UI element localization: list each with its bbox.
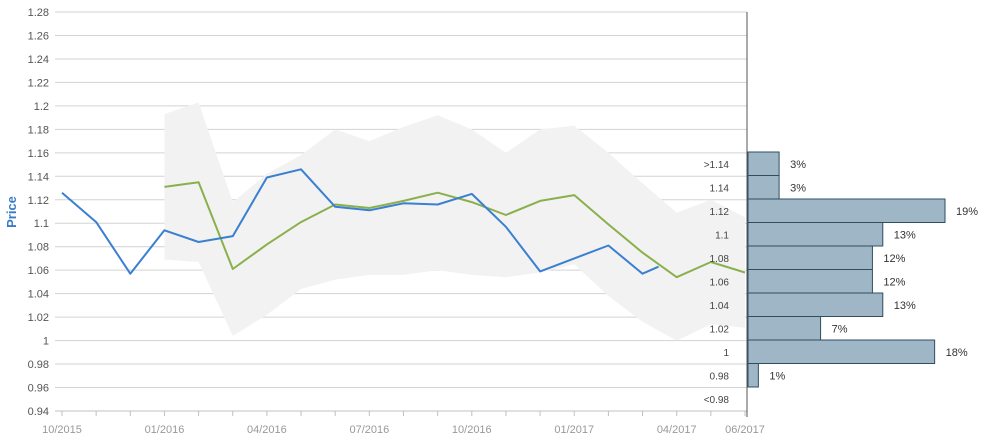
histogram-bar — [747, 175, 780, 200]
x-tick-label: 10/2015 — [42, 424, 82, 436]
y-tick-label: 1.28 — [28, 7, 49, 19]
y-tick-label: 0.96 — [28, 383, 49, 395]
histogram-bucket-label: <0.98 — [704, 395, 730, 406]
histogram-bucket-label: 1.08 — [710, 254, 730, 265]
histogram-percent-label: 12% — [883, 276, 905, 288]
y-tick-label: 1.16 — [28, 148, 49, 160]
y-tick-label: 0.98 — [28, 359, 49, 371]
forecast-series-line — [164, 181, 746, 279]
histogram-bucket-label: >1.14 — [704, 160, 730, 171]
histogram-percent-label: 1% — [769, 370, 785, 382]
histogram-bar — [747, 245, 873, 270]
histogram-bucket-label: 1.14 — [710, 183, 730, 194]
x-tick-label: 01/2016 — [145, 424, 185, 436]
histogram-bar — [747, 316, 822, 341]
actual-series-line — [61, 168, 659, 275]
y-axis-label: Price — [4, 196, 19, 228]
histogram-bar — [747, 151, 780, 176]
histogram-bucket-label: 1.1 — [715, 230, 729, 241]
histogram-percent-label: 19% — [956, 206, 978, 218]
histogram-layer: >1.14 3% 1.14 3% 1.12 19% 1.1 13% 1.08 12% 1.06 12%… — [704, 151, 978, 406]
y-tick-label: 1.14 — [28, 171, 49, 183]
y-tick-label: 1.06 — [28, 265, 49, 277]
histogram-percent-label: 3% — [790, 159, 806, 171]
histogram-bucket-label: 1.12 — [710, 207, 730, 218]
y-tick-label: 1.26 — [28, 30, 49, 42]
histogram-bucket-label: 1.04 — [710, 301, 730, 312]
x-tick-label: 06/2017 — [725, 424, 765, 436]
x-tick-label: 10/2016 — [452, 424, 492, 436]
histogram-percent-label: 3% — [790, 182, 806, 194]
forecast-band-layer — [164, 102, 745, 341]
y-tick-label: 1.24 — [28, 54, 49, 66]
histogram-percent-label: 13% — [894, 229, 916, 241]
histogram-bucket-label: 1.02 — [710, 324, 730, 335]
histogram-bar — [747, 269, 873, 294]
y-tick-label: 1.08 — [28, 242, 49, 254]
x-tick-label: 01/2017 — [554, 424, 594, 436]
y-tick-label: 1.04 — [28, 289, 49, 301]
y-tick-label: 1.18 — [28, 124, 49, 136]
x-tick-label: 04/2016 — [247, 424, 287, 436]
histogram-percent-label: 13% — [894, 300, 916, 312]
x-tick-label: 07/2016 — [349, 424, 389, 436]
x-tick-label: 04/2017 — [657, 424, 697, 436]
histogram-bucket-label: 0.98 — [710, 371, 730, 382]
forecast-band — [164, 102, 745, 341]
histogram-percent-label: 12% — [883, 253, 905, 265]
y-tick-label: 1.1 — [34, 218, 49, 230]
histogram-percent-label: 7% — [832, 323, 848, 335]
y-tick-label: 1.2 — [34, 101, 49, 113]
histogram-bar — [747, 292, 884, 317]
y-tick-label: 0.94 — [28, 406, 49, 418]
histogram-bar — [747, 222, 884, 247]
histogram-bar — [747, 363, 759, 388]
histogram-bucket-label: 1.06 — [710, 277, 730, 288]
y-tick-label: 1.12 — [28, 195, 49, 207]
y-tick-label: 1.22 — [28, 77, 49, 89]
histogram-bar — [747, 339, 936, 364]
histogram-percent-label: 18% — [946, 347, 968, 359]
y-tick-label: 1.02 — [28, 312, 49, 324]
axis-layer: 0.94 0.96 0.98 1 1.02 1.04 1.06 1.08 1.1 1.12 1.14… — [28, 7, 765, 436]
y-tick-label: 1 — [43, 336, 49, 348]
histogram-bar — [747, 198, 946, 223]
histogram-bucket-label: 1 — [723, 348, 729, 359]
series-layer — [61, 168, 746, 279]
